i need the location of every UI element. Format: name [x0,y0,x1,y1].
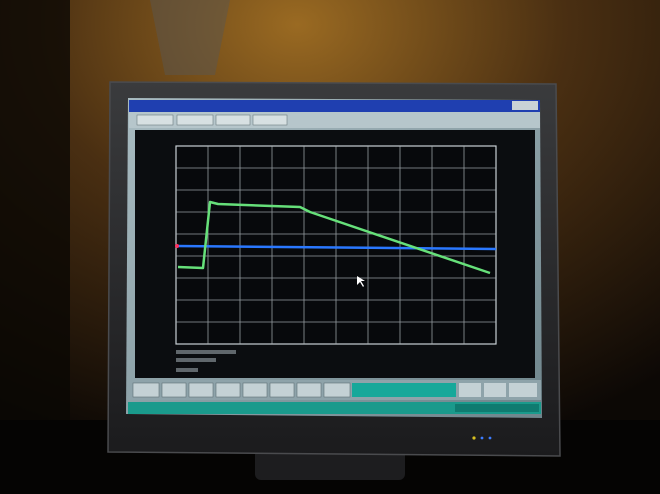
power-led [472,436,476,440]
window-buttons[interactable] [512,101,538,110]
control-buttons[interactable] [132,382,351,398]
title-bar [129,100,540,112]
status-text [176,368,198,372]
progress-bar [352,383,456,397]
control-button[interactable] [459,383,481,397]
system-tray [455,404,539,412]
led [480,436,484,440]
scope-trace-green [177,200,491,275]
control-button[interactable] [484,383,506,397]
status-text [176,358,216,362]
control-button[interactable] [509,383,537,397]
taskbar [128,402,541,414]
toolbar-button[interactable] [176,114,214,126]
scope-grid [176,146,496,344]
toolbar-button[interactable] [215,114,251,126]
cables [150,0,230,75]
status-text [176,350,236,354]
trigger-marker [175,244,179,248]
scope-trace-blue [175,244,497,251]
shadow [0,0,70,494]
mouse-cursor [357,276,365,287]
toolbar-button[interactable] [136,114,174,126]
led [488,436,492,440]
toolbar-button[interactable] [252,114,288,126]
